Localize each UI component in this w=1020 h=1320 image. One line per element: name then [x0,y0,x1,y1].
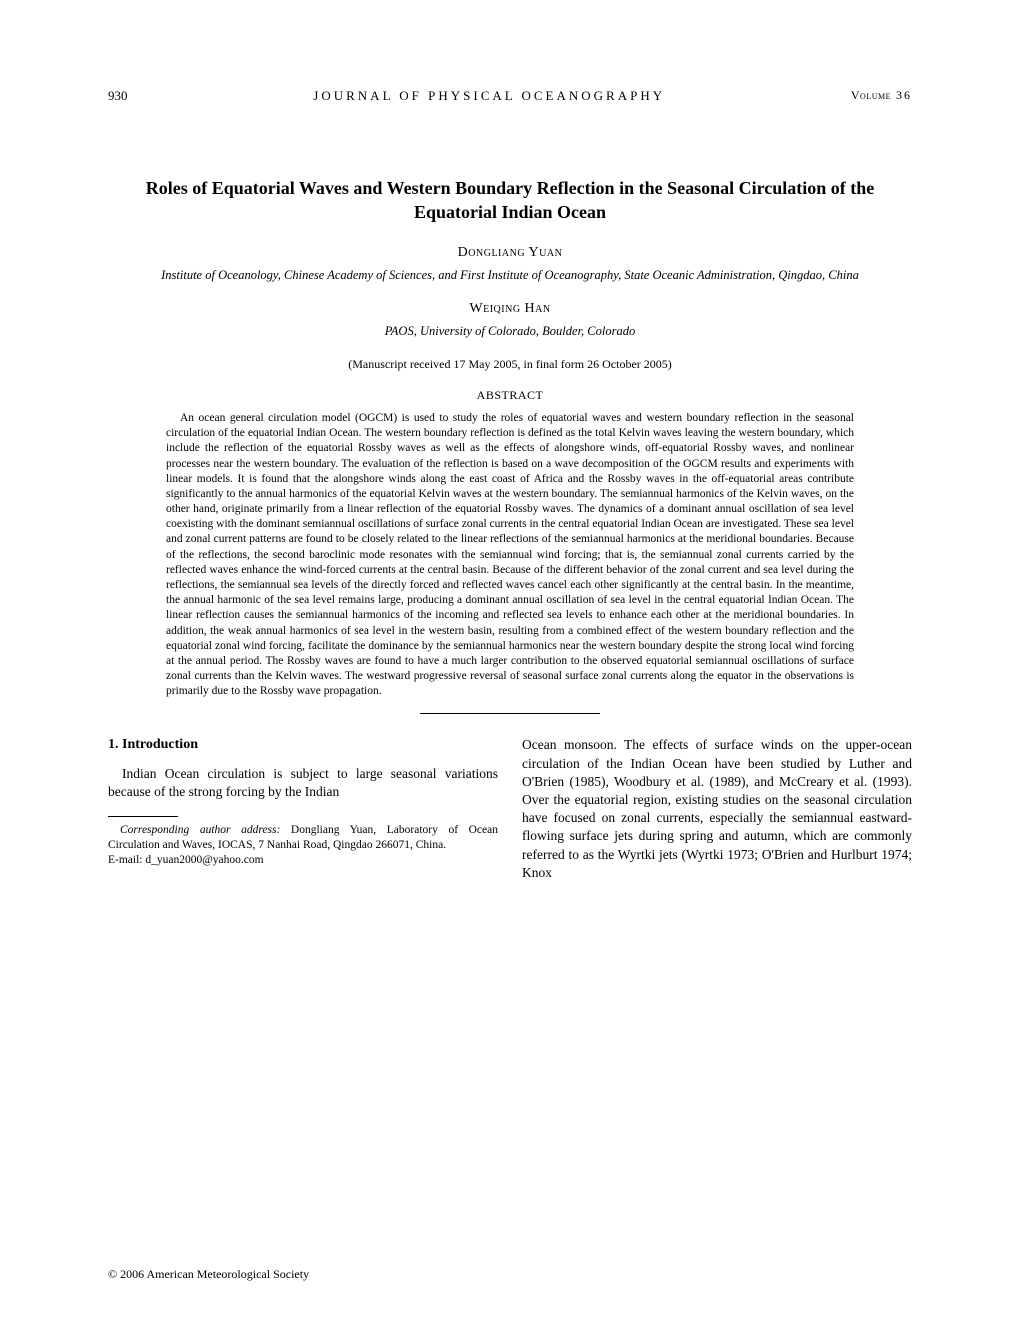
footnote-rule [108,816,178,817]
left-column: 1. Introduction Indian Ocean circulation… [108,736,498,882]
section-divider [420,713,600,714]
two-column-body: 1. Introduction Indian Ocean circulation… [108,736,912,882]
copyright-notice: © 2006 American Meteorological Society [108,1267,309,1282]
page-number: 930 [108,88,128,104]
manuscript-dates: (Manuscript received 17 May 2005, in fin… [108,357,912,372]
abstract-heading: ABSTRACT [108,388,912,403]
article-title: Roles of Equatorial Waves and Western Bo… [138,176,882,225]
author-affiliation-1: Institute of Oceanology, Chinese Academy… [108,267,912,283]
footnote-email: E-mail: d_yuan2000@yahoo.com [108,853,498,868]
intro-paragraph: Indian Ocean circulation is subject to l… [108,765,498,801]
corresponding-author-footnote: Corresponding author address: Dongliang … [108,823,498,853]
running-header: 930 JOURNAL OF PHYSICAL OCEANOGRAPHY Vol… [108,88,912,104]
section-title: Introduction [122,737,198,752]
right-column: Ocean monsoon. The effects of surface wi… [522,736,912,882]
author-name-2: Weiqing Han [108,301,912,317]
journal-name: JOURNAL OF PHYSICAL OCEANOGRAPHY [313,88,665,104]
section-heading: 1. Introduction [108,736,498,755]
author-affiliation-2: PAOS, University of Colorado, Boulder, C… [108,323,912,339]
right-column-paragraph: Ocean monsoon. The effects of surface wi… [522,736,912,882]
abstract-body: An ocean general circulation model (OGCM… [166,411,854,699]
section-number: 1. [108,737,119,752]
volume-number: 36 [896,88,912,102]
author-name-1: Dongliang Yuan [108,245,912,261]
volume-word: Volume [851,88,891,102]
volume-label: Volume 36 [851,88,912,104]
footnote-label: Corresponding author address: [120,824,280,836]
